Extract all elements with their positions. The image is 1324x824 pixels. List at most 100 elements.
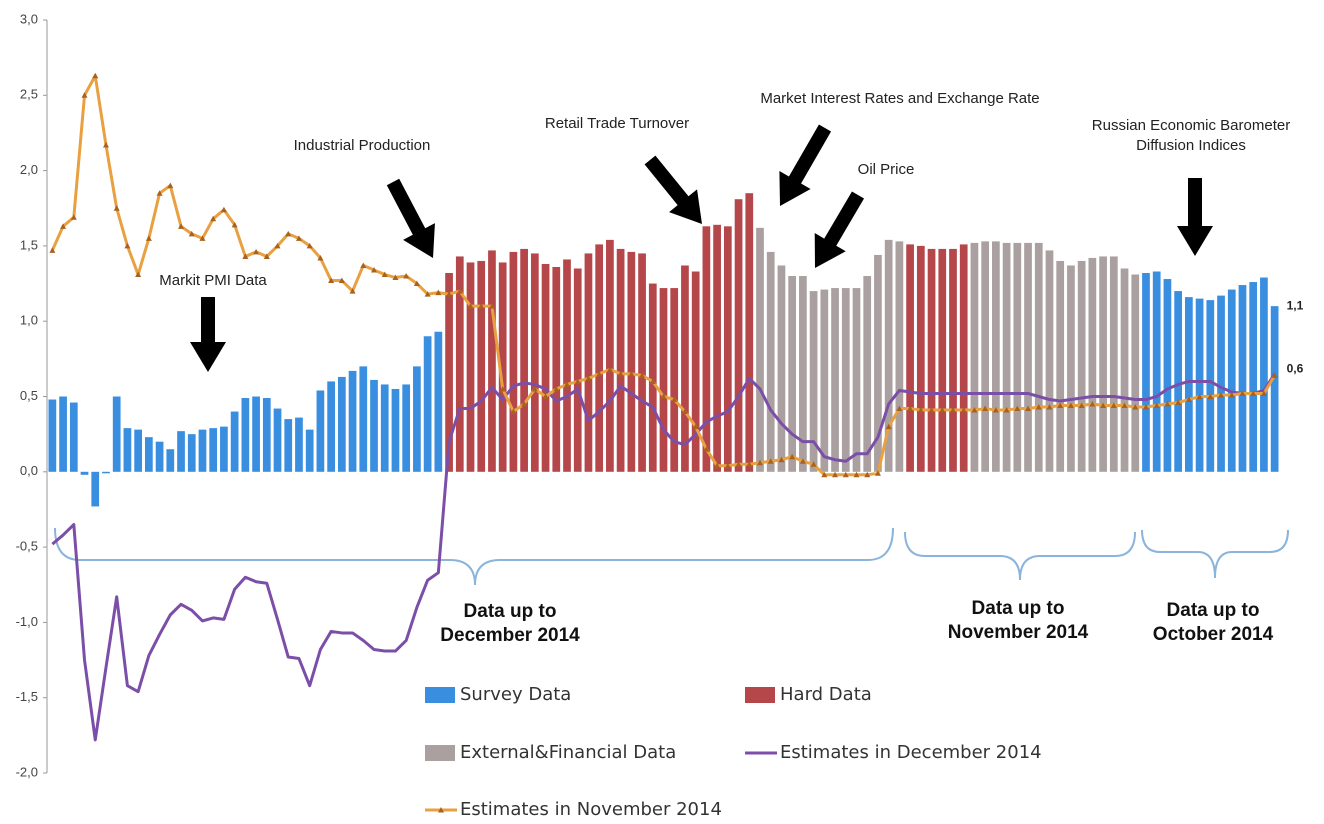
bar xyxy=(895,241,904,472)
bar xyxy=(220,426,228,472)
bar xyxy=(970,242,979,472)
line-marker xyxy=(810,461,817,467)
value-label: 0,6 xyxy=(1287,362,1304,376)
bar xyxy=(91,471,100,507)
line-marker xyxy=(1078,402,1085,409)
data-period-label: Data up to xyxy=(464,601,557,622)
line-marker xyxy=(306,242,313,249)
line-marker xyxy=(671,396,678,403)
line-marker xyxy=(767,458,774,464)
bar xyxy=(198,429,207,472)
bracket xyxy=(904,531,1136,581)
line-marker xyxy=(928,407,935,413)
line-marker xyxy=(188,230,195,237)
bar xyxy=(938,248,947,472)
bar xyxy=(48,399,57,472)
line-marker xyxy=(1003,407,1010,413)
line-marker xyxy=(1067,402,1074,409)
bar xyxy=(1260,277,1268,472)
bar xyxy=(166,449,175,472)
arrow xyxy=(644,155,702,224)
legend-swatch xyxy=(425,687,455,703)
line-marker xyxy=(199,235,206,241)
bar xyxy=(370,379,378,472)
line-marker xyxy=(1014,405,1021,412)
line-marker xyxy=(939,407,946,413)
data-period-label: October 2014 xyxy=(1153,624,1274,645)
bar xyxy=(959,244,968,472)
y-tick-label: 0,0 xyxy=(20,463,38,478)
line-marker xyxy=(1250,390,1257,396)
bar xyxy=(1034,242,1043,472)
bar xyxy=(1045,250,1054,472)
line-marker xyxy=(714,462,721,469)
legend-swatch xyxy=(425,745,455,761)
bar xyxy=(552,266,561,472)
line-marker xyxy=(746,461,753,467)
bar xyxy=(981,241,990,472)
annotation: Industrial Production xyxy=(294,137,431,154)
bar xyxy=(1206,300,1215,472)
bar xyxy=(1163,279,1172,472)
bar xyxy=(455,256,464,472)
line-marker xyxy=(1207,393,1214,399)
line-marker xyxy=(821,471,828,478)
line-marker xyxy=(1239,390,1246,396)
annotation: Retail Trade Turnover xyxy=(545,115,689,132)
line-marker xyxy=(982,405,989,412)
bar xyxy=(992,241,1000,472)
line-marker xyxy=(1185,396,1192,403)
legend-swatch xyxy=(745,687,775,703)
line-marker xyxy=(435,289,442,296)
line-marker xyxy=(92,72,99,79)
line-marker xyxy=(1218,391,1225,398)
line-marker xyxy=(446,291,453,297)
line-marker xyxy=(553,385,560,392)
bar xyxy=(413,366,421,472)
line-marker xyxy=(596,370,603,377)
line-marker xyxy=(574,378,581,384)
line-marker xyxy=(639,372,646,378)
data-period-label: Data up to xyxy=(972,598,1065,619)
bar xyxy=(337,376,346,472)
line-marker xyxy=(896,405,903,412)
bar xyxy=(284,419,293,472)
bar xyxy=(348,370,357,472)
bar xyxy=(648,283,657,472)
bar xyxy=(1077,260,1086,472)
bar xyxy=(691,271,700,472)
line-marker xyxy=(349,288,356,294)
line-marker xyxy=(874,470,881,476)
line-marker xyxy=(585,375,592,381)
line-marker xyxy=(1121,402,1128,409)
bar xyxy=(530,253,539,472)
line-marker xyxy=(1196,393,1203,399)
bar xyxy=(799,276,807,472)
bar xyxy=(788,276,797,472)
bar xyxy=(445,273,453,472)
bar xyxy=(209,428,218,472)
bar xyxy=(1270,306,1279,472)
line-marker xyxy=(253,248,260,255)
bar xyxy=(670,288,679,472)
bar xyxy=(1088,257,1097,472)
line-marker xyxy=(424,291,431,297)
bar xyxy=(59,396,67,472)
line-marker xyxy=(102,141,109,148)
bar xyxy=(745,193,754,472)
line-marker xyxy=(220,206,227,213)
bar xyxy=(134,429,142,472)
bar xyxy=(723,226,732,472)
bar xyxy=(295,417,303,472)
y-tick-label: 2,0 xyxy=(20,162,38,177)
line-marker xyxy=(510,408,517,415)
line-marker xyxy=(832,471,839,478)
line-marker xyxy=(1089,401,1096,407)
line-marker xyxy=(1035,404,1042,410)
line-marker xyxy=(756,459,763,466)
bar xyxy=(1099,256,1107,472)
annotation: Market Interest Rates and Exchange Rate xyxy=(760,90,1039,107)
bar xyxy=(241,398,250,472)
bar xyxy=(1217,295,1225,472)
